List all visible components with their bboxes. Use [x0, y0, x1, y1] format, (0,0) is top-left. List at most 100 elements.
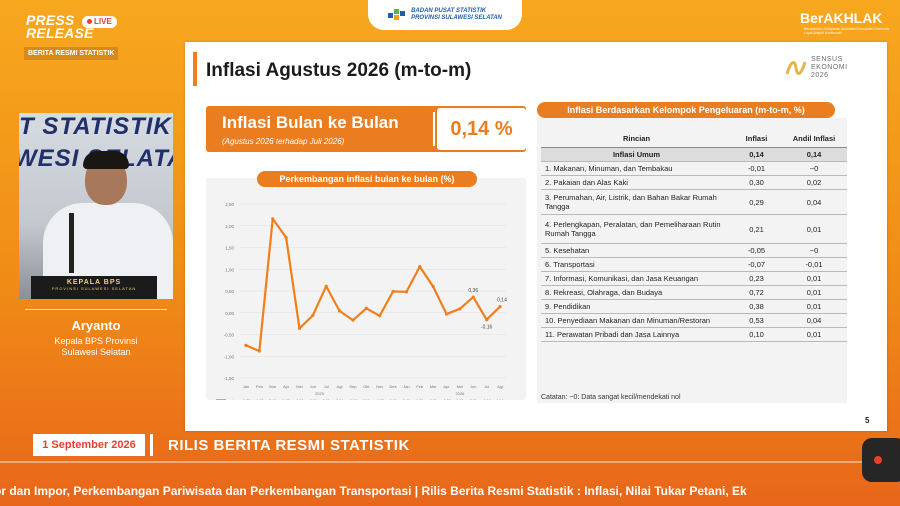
ticker-text: or dan Impor, Perkembangan Pariwisata da…: [0, 484, 747, 498]
data-point: [431, 285, 435, 289]
cell-inflasi: 0,10: [732, 327, 781, 342]
table-row: 7. Informasi, Komunikasi, dan Jasa Keuan…: [541, 271, 847, 286]
data-point: [284, 235, 288, 240]
cell-andil: ~0: [781, 161, 847, 176]
press-release-logo: PRESS RELEASE: [26, 12, 94, 41]
data-point: [444, 312, 449, 316]
podium-text-1: KEPALA BPS: [66, 279, 122, 286]
x-tick-label: Mar: [430, 384, 438, 389]
y-tick-label: -1,50: [224, 376, 235, 381]
data-table-value: -0,75: [242, 399, 250, 400]
data-table-value: 0,48: [403, 399, 410, 400]
data-table-value: 0,49: [390, 399, 397, 400]
data-point: [364, 306, 368, 310]
x-tick-label: Jan: [243, 384, 249, 389]
header-andil: Andil Inflasi: [781, 130, 847, 148]
cell-group: 2. Pakaian dan Alas Kaki: [541, 175, 732, 190]
top-bar: PRESS RELEASE LIVE BADAN PUSAT STATISTIK…: [0, 0, 900, 40]
sensus-line1: SENSUS: [811, 56, 843, 63]
cell-andil: 0,01: [781, 271, 847, 286]
data-table-value: 1,73: [283, 399, 290, 400]
live-badge: LIVE: [82, 16, 117, 28]
data-point: [471, 295, 475, 299]
title-accent-bar: [193, 52, 197, 86]
data-table-value: 0,09: [456, 399, 463, 400]
release-date: 1 September 2026: [33, 434, 145, 456]
table-row: 10. Penyediaan Makanan dan Minuman/Resto…: [541, 313, 847, 328]
data-point: [337, 309, 342, 313]
x-tick-label: Jun: [470, 384, 476, 389]
speaker-video: T STATISTIK WESI SELATAN KEPALA BPS PROV…: [19, 113, 173, 299]
data-point: [418, 265, 422, 269]
live-dot-icon: [87, 19, 92, 25]
backdrop-text-1: T STATISTIK: [19, 113, 172, 140]
table-row: 5. Kesehatan -0,05 ~0: [541, 243, 847, 258]
bps-logo-icon: [388, 9, 406, 20]
cell-andil: 0,01: [781, 327, 847, 342]
berita-resmi-tag: BERITA RESMI STATISTIK: [24, 47, 119, 60]
speaker-hair: [83, 151, 129, 169]
table-row: 9. Pendidikan 0,38 0,01: [541, 299, 847, 314]
x-tick-label: Apr: [443, 384, 450, 389]
cell-group: 6. Transportasi: [541, 257, 732, 272]
footer-line: [0, 461, 900, 463]
cell-group: 9. Pendidikan: [541, 299, 732, 314]
page-number: 5: [865, 416, 870, 425]
mtm-subtitle: (Agustus 2026 terhadap Juli 2026): [222, 137, 345, 146]
cell-andil: ~0: [781, 243, 847, 258]
x-tick-label: Okt: [363, 384, 370, 389]
table-row: 3. Perumahan, Air, Listrik, dan Bahan Ba…: [541, 189, 847, 215]
cell-andil: 0,01: [781, 299, 847, 314]
cell-group: 11. Perawatan Pribadi dan Jasa Lainnya: [541, 327, 732, 342]
table-header-row: Rincian Inflasi Andil Inflasi: [541, 130, 847, 148]
x-tick-label: Sep: [349, 384, 357, 389]
cell-andil: 0,02: [781, 175, 847, 190]
x-tick-label: Agt: [337, 384, 344, 389]
x-tick-label: Jun: [310, 384, 316, 389]
sensus-ekonomi-logo: SENSUS EKONOMI 2026: [785, 56, 848, 80]
data-label: 0,36: [468, 288, 478, 294]
x-tick-label: Des: [389, 384, 396, 389]
slide-title-text: Inflasi Agustus 2026 (m-to-m): [206, 60, 472, 81]
cell-inflasi: -0,05: [732, 243, 781, 258]
presentation-slide: Inflasi Agustus 2026 (m-to-m) SENSUS EKO…: [185, 42, 887, 431]
cell-inflasi: 0,72: [732, 285, 781, 300]
speaker-divider: [25, 309, 167, 310]
bps-name-line2: PROVINSI SULAWESI SELATAN: [411, 15, 502, 21]
data-table-value: 1,06: [416, 399, 423, 400]
x-tick-label: Jul: [484, 384, 489, 389]
data-point: [391, 289, 395, 294]
x-tick-label: Feb: [256, 384, 264, 389]
data-table-value: 0,61: [323, 399, 330, 400]
legend-label: m-to-m: [228, 399, 239, 400]
cell-umum-andil: 0,14: [781, 147, 847, 162]
cell-andil: 0,04: [781, 313, 847, 328]
microphone-icon: [69, 213, 74, 273]
data-table-value: -0,88: [255, 399, 263, 400]
data-point: [271, 217, 275, 221]
data-table-value: -0,36: [295, 399, 303, 400]
record-button[interactable]: [862, 438, 900, 482]
data-point: [311, 313, 315, 317]
podium-sign: KEPALA BPS PROVINSI SULAWESI SELATAN: [31, 276, 157, 299]
data-table-value: -0,07: [376, 399, 384, 400]
data-table-value: 0,10: [363, 399, 370, 400]
slide-title: Inflasi Agustus 2026 (m-to-m): [206, 60, 471, 82]
x-tick-label: Agt: [497, 384, 504, 389]
y-tick-label: 2,50: [225, 202, 234, 207]
x-tick-label: Mar: [269, 384, 277, 389]
data-point: [244, 343, 248, 347]
speaker-role-line2: Sulawesi Selatan: [61, 347, 131, 357]
live-label: LIVE: [94, 17, 112, 26]
cell-group: 3. Perumahan, Air, Listrik, dan Bahan Ba…: [541, 189, 732, 215]
data-table-value: 0,04: [336, 399, 343, 400]
speaker-role: Kepala BPS Provinsi Sulawesi Selatan: [19, 336, 173, 358]
x-tick-label: Mei: [457, 384, 464, 389]
x-tick-label: Nov: [376, 384, 383, 389]
cell-inflasi: 0,38: [732, 299, 781, 314]
data-table-value: -0,06: [309, 399, 317, 400]
data-point: [404, 290, 409, 294]
cell-inflasi: 0,53: [732, 313, 781, 328]
table-row: 8. Rekreasi, Olahraga, dan Budaya 0,72 0,0…: [541, 285, 847, 300]
y-tick-label: 1,00: [225, 267, 234, 272]
